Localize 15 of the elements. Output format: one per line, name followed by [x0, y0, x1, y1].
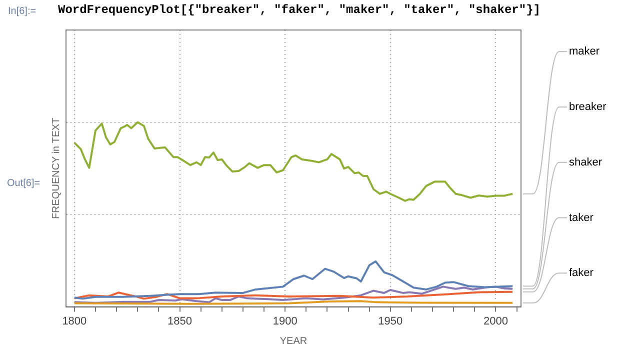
- x-tick-label: 1850: [168, 315, 192, 328]
- x-tick-label: 1900: [272, 315, 298, 328]
- text: taker: [569, 212, 594, 224]
- text: shaker: [569, 156, 602, 168]
- text: faker: [569, 267, 594, 280]
- text: Out[6]=: [7, 178, 40, 189]
- text: breaker: [569, 101, 607, 114]
- x-axis-title: YEAR: [280, 336, 308, 347]
- text: maker: [569, 46, 600, 58]
- y-axis-title: FREQUENCY in TEXT: [50, 118, 62, 220]
- text: WordFrequencyPlot[{"breaker", "faker", "maker", "taker", "shaker"}]: [58, 3, 540, 17]
- text: In[6]:=: [8, 6, 36, 17]
- x-tick-label: 2000: [483, 315, 508, 328]
- x-tick-label: 1950: [378, 315, 403, 328]
- x-tick-label: 1800: [62, 315, 87, 328]
